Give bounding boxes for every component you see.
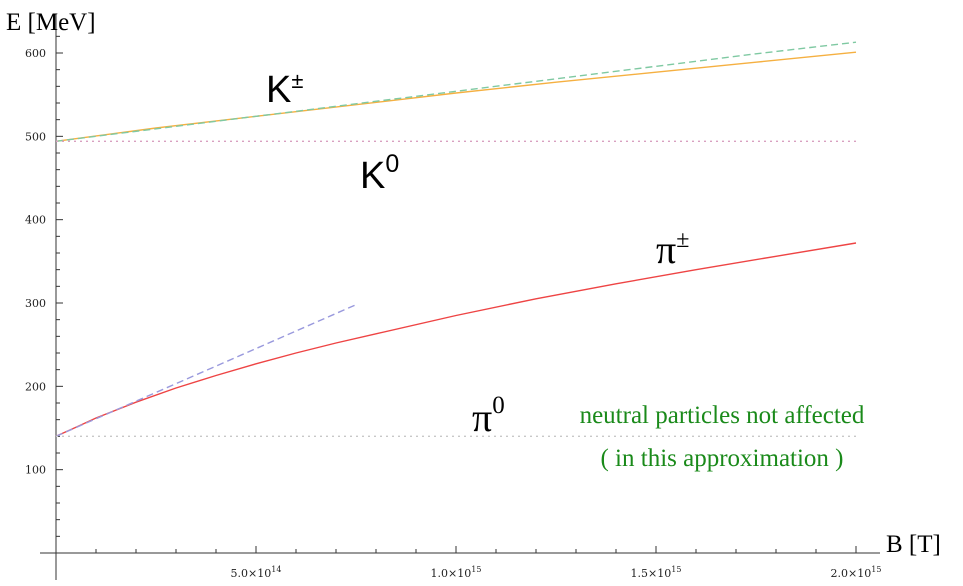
label-pi-charged-base: π bbox=[656, 227, 676, 272]
axes bbox=[40, 14, 880, 580]
label-pi-neutral: π0 bbox=[472, 392, 505, 440]
y-tick-label: 400 bbox=[25, 214, 46, 227]
y-tick-label: 100 bbox=[25, 464, 46, 477]
y-tick-label: 300 bbox=[25, 297, 46, 310]
label-k-charged-base: K bbox=[266, 69, 291, 111]
label-pi-neutral-base: π bbox=[472, 395, 492, 440]
label-k-neutral-sup: 0 bbox=[385, 150, 399, 178]
x-ticks: 5.0×1014 1.0×1015 1.5×1015 2.0×1015 bbox=[95, 546, 882, 580]
label-k-neutral-base: K bbox=[360, 155, 385, 197]
series-lines bbox=[55, 41, 857, 437]
label-k-charged: K± bbox=[266, 68, 303, 111]
series-line-4 bbox=[55, 304, 357, 437]
label-pi-charged: π± bbox=[656, 227, 689, 272]
y-ticks: 100 200 300 400 500 600 bbox=[25, 35, 63, 537]
x-tick-label: 1.5×1015 bbox=[631, 565, 682, 580]
annotation-line-1: neutral particles not affected bbox=[580, 402, 865, 429]
y-tick-label: 600 bbox=[25, 47, 46, 60]
x-tick-label: 2.0×1015 bbox=[831, 565, 882, 580]
y-axis-label: E [MeV] bbox=[6, 9, 96, 36]
x-tick-label: 5.0×1014 bbox=[231, 565, 282, 580]
label-k-charged-sup: ± bbox=[291, 68, 303, 93]
label-pi-charged-sup: ± bbox=[676, 227, 689, 253]
series-line-0 bbox=[55, 51, 857, 142]
label-k-neutral: K0 bbox=[360, 150, 399, 197]
y-tick-label: 500 bbox=[25, 130, 46, 143]
x-tick-label: 1.0×1015 bbox=[431, 565, 482, 580]
series-line-3 bbox=[55, 242, 857, 437]
x-axis-label: B [T] bbox=[886, 531, 941, 558]
y-tick-label: 200 bbox=[25, 380, 46, 393]
annotation-line-2: ( in this approximation ) bbox=[600, 445, 843, 472]
label-pi-neutral-sup: 0 bbox=[492, 392, 505, 419]
series-line-1 bbox=[55, 41, 857, 142]
